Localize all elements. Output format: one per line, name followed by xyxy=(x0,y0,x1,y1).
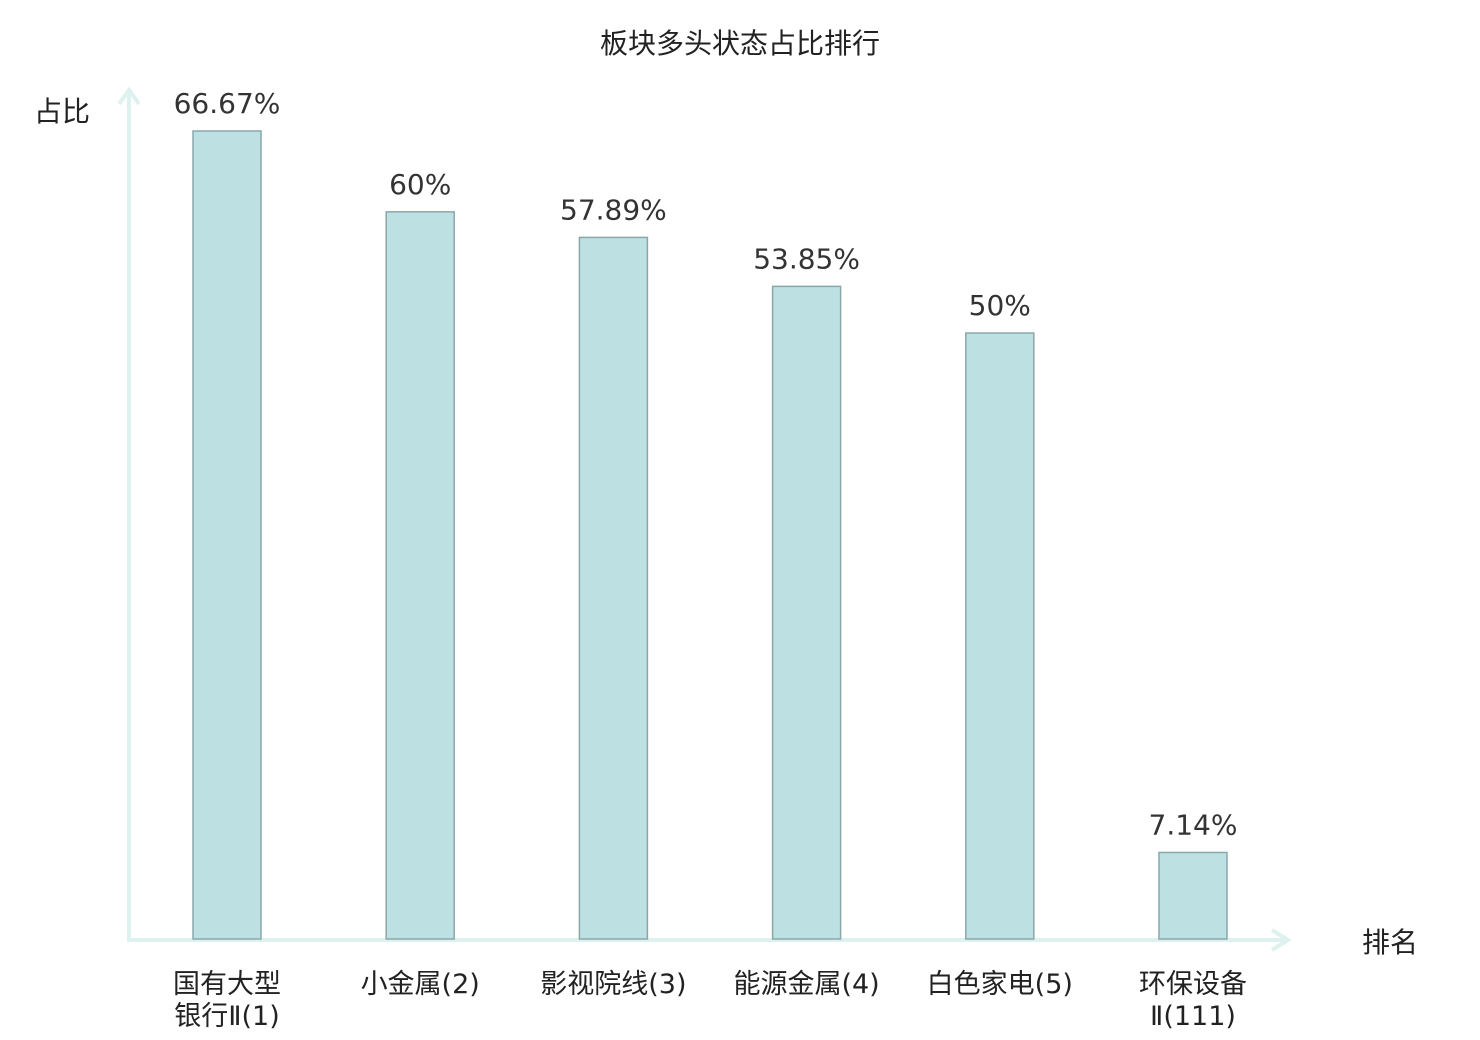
value-label-1: 66.67% xyxy=(174,87,281,120)
bar-6 xyxy=(1158,851,1228,940)
bars-group xyxy=(192,130,1228,940)
axes: 占比 排名 xyxy=(34,86,1418,959)
category-label-2: 小金属(2) xyxy=(361,969,480,1000)
y-axis-title: 占比 xyxy=(34,95,90,128)
x-axis-title: 排名 xyxy=(1362,926,1418,959)
chart-title: 板块多头状态占比排行 xyxy=(599,27,880,60)
value-label-2: 60% xyxy=(389,168,451,201)
category-label-4: 能源金属(4) xyxy=(733,969,879,1000)
bar-5 xyxy=(965,332,1035,940)
x-axis-arrow xyxy=(1270,928,1292,952)
category-label-6-line-1: 环保设备 xyxy=(1139,969,1247,1000)
category-label-1-line-2: 银行Ⅱ(1) xyxy=(174,1001,280,1032)
category-label-3: 影视院线(3) xyxy=(540,969,686,1000)
bar-1 xyxy=(192,130,262,940)
category-label-6-line-2: Ⅱ(111) xyxy=(1150,1001,1236,1032)
value-label-6: 7.14% xyxy=(1149,808,1238,841)
bar-2 xyxy=(385,211,455,940)
category-label-5: 白色家电(5) xyxy=(927,969,1073,1000)
category-label-1-line-1: 国有大型 xyxy=(173,969,281,1000)
value-label-5: 50% xyxy=(969,289,1031,322)
bar-3 xyxy=(578,236,649,940)
bar-4 xyxy=(771,285,842,940)
value-labels-group: 66.67% 60% 57.89% 53.85% 50% 7.14% xyxy=(174,87,1238,841)
value-label-3: 57.89% xyxy=(560,193,667,226)
value-label-4: 53.85% xyxy=(753,242,860,275)
y-axis-arrow xyxy=(117,86,141,106)
